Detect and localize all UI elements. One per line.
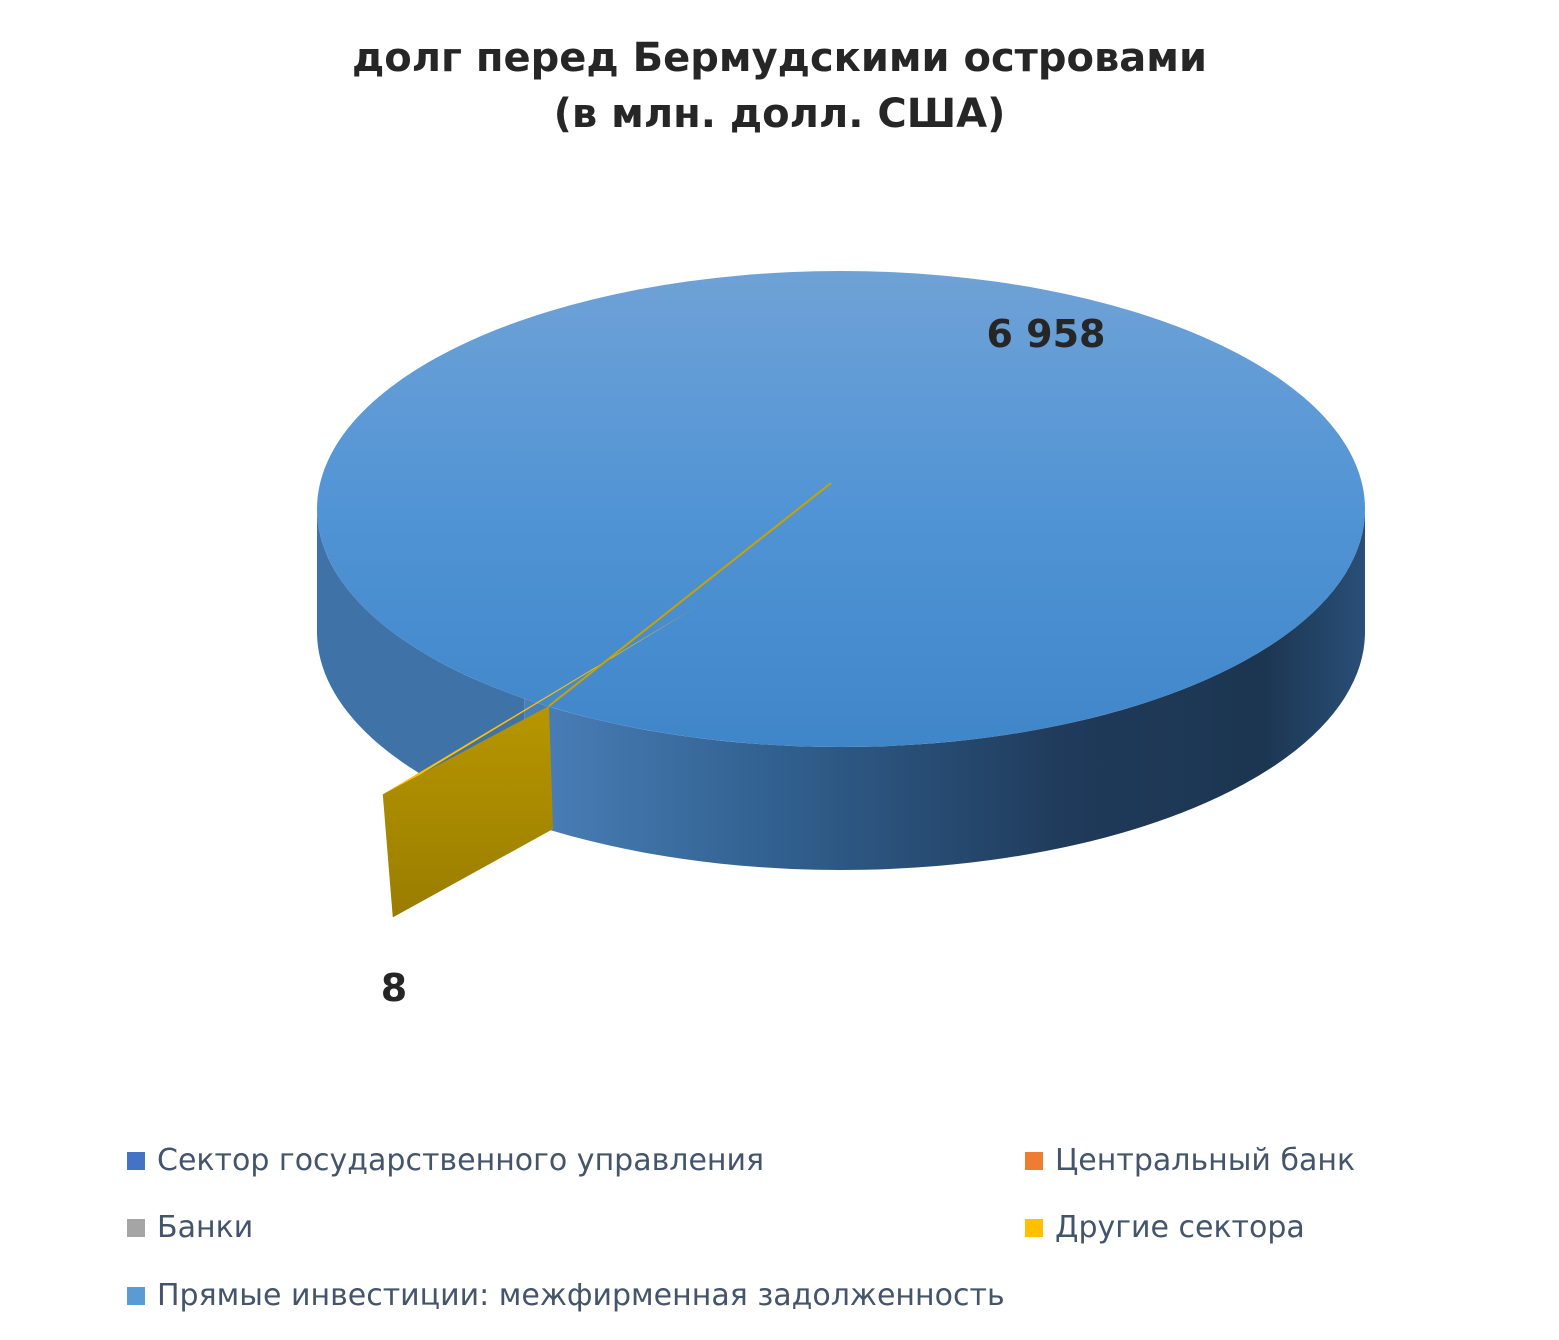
chart-title-line-1: долг перед Бермудскими островами [351, 35, 1208, 81]
data-label-4: 6 958 [987, 312, 1106, 356]
data-label-3: 8 [381, 966, 407, 1010]
pie-slice-wall [524, 509, 1365, 871]
pie-slice-3-face [382, 706, 553, 918]
chart-title: долг перед Бермудскими островами (в млн.… [0, 30, 1559, 142]
chart-title-line-2: (в млн. долл. США) [553, 91, 1006, 137]
pie-slice-3-edge [548, 482, 832, 707]
pie-slice-4 [317, 271, 1365, 747]
pie-slice-wall-left [317, 509, 525, 822]
pie-group: 8 6 958 [317, 271, 1365, 1010]
pie-slice-3 [382, 604, 700, 796]
